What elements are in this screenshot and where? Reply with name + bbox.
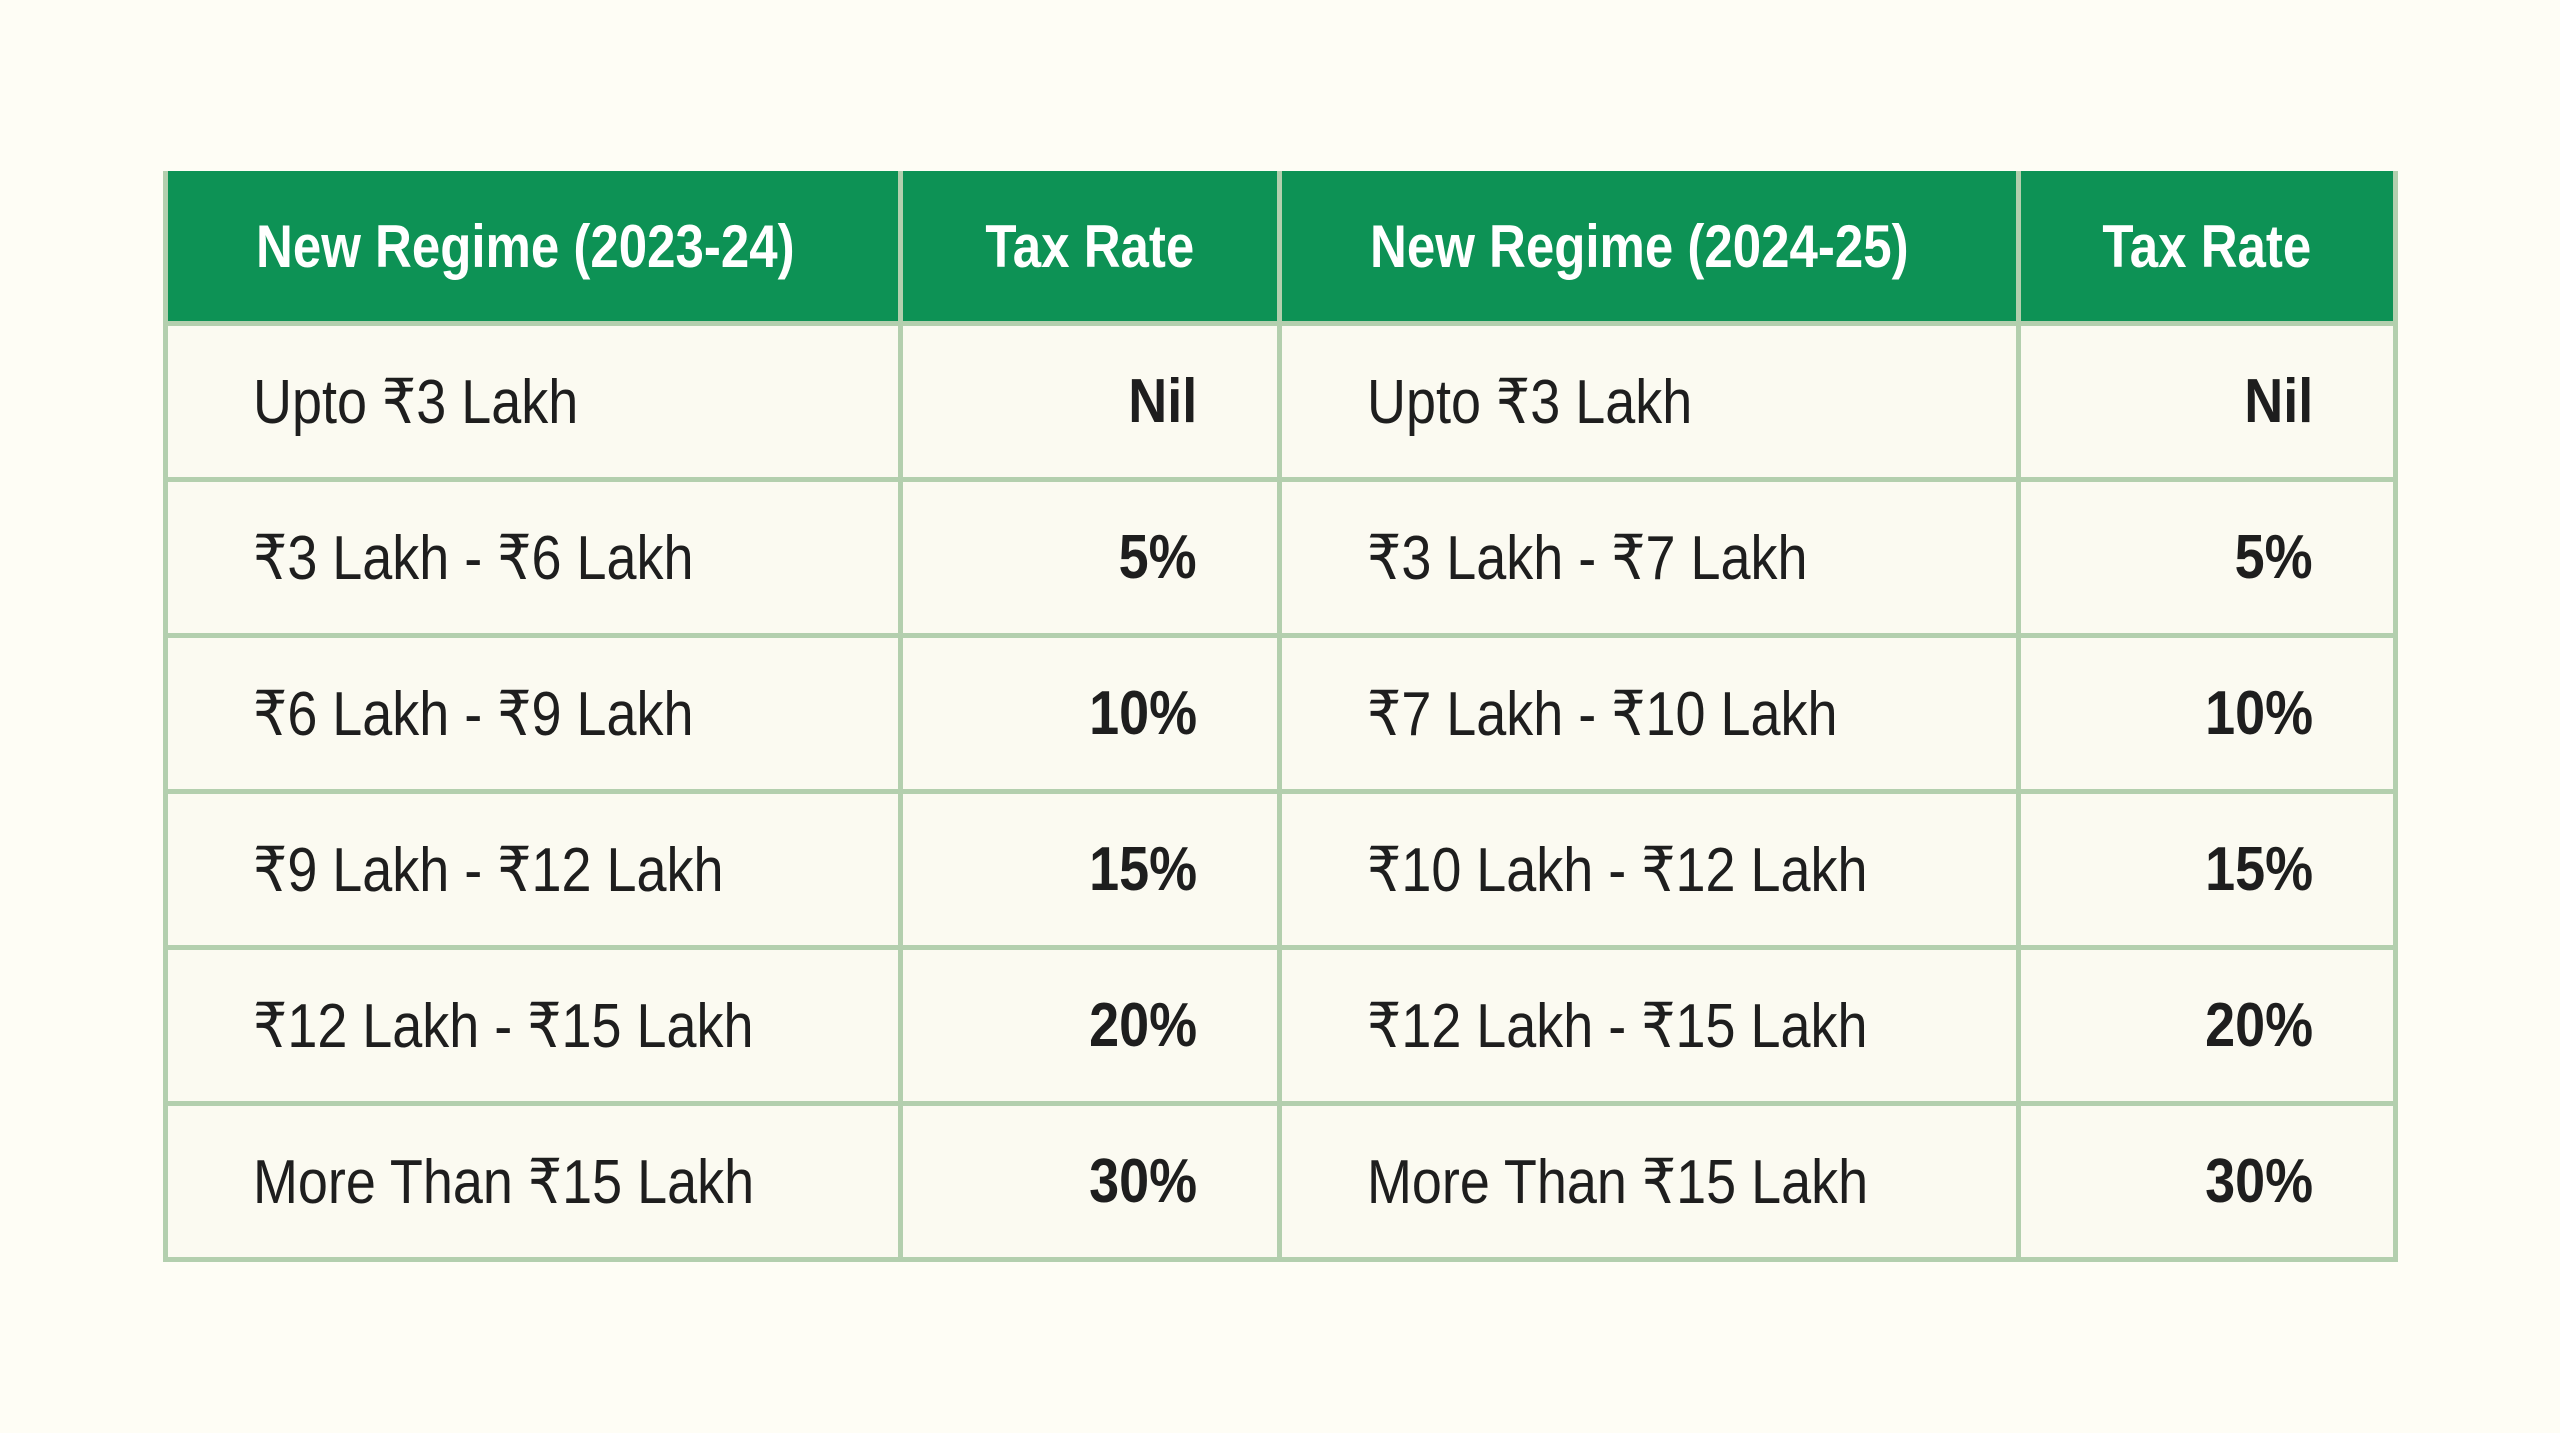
- rate-text: 15%: [1089, 835, 1197, 904]
- rate-cell-2024: 15%: [2021, 794, 2393, 945]
- header-label: Tax Rate: [2102, 212, 2312, 280]
- header-tax-rate-2024-25: Tax Rate: [2021, 171, 2393, 321]
- rate-cell-2024: Nil: [2021, 326, 2393, 477]
- rate-text: 10%: [1089, 679, 1197, 748]
- slab-text: ₹12 Lakh - ₹15 Lakh: [253, 992, 754, 1061]
- slab-text: Upto ₹3 Lakh: [253, 368, 579, 437]
- slab-cell-2024: ₹7 Lakh - ₹10 Lakh: [1282, 638, 2016, 789]
- rate-text: 20%: [2205, 991, 2313, 1060]
- slab-cell-2023: ₹6 Lakh - ₹9 Lakh: [168, 638, 898, 789]
- rate-cell-2024: 20%: [2021, 950, 2393, 1101]
- slab-cell-2023: ₹3 Lakh - ₹6 Lakh: [168, 482, 898, 633]
- slab-cell-2023: ₹9 Lakh - ₹12 Lakh: [168, 794, 898, 945]
- slab-text: ₹3 Lakh - ₹6 Lakh: [253, 524, 694, 593]
- slab-cell-2024: ₹12 Lakh - ₹15 Lakh: [1282, 950, 2016, 1101]
- slab-text: ₹6 Lakh - ₹9 Lakh: [253, 680, 694, 749]
- slab-cell-2023: ₹12 Lakh - ₹15 Lakh: [168, 950, 898, 1101]
- slab-cell-2024: Upto ₹3 Lakh: [1282, 326, 2016, 477]
- rate-text: 30%: [2205, 1147, 2313, 1216]
- slab-cell-2023: More Than ₹15 Lakh: [168, 1106, 898, 1257]
- rate-text: 10%: [2205, 679, 2313, 748]
- rate-cell-2023: 5%: [903, 482, 1277, 633]
- rate-text: 15%: [2205, 835, 2313, 904]
- slab-text: ₹3 Lakh - ₹7 Lakh: [1367, 524, 1808, 593]
- rate-cell-2024: 5%: [2021, 482, 2393, 633]
- rate-cell-2024: 30%: [2021, 1106, 2393, 1257]
- rate-text: 30%: [1089, 1147, 1197, 1216]
- rate-text: 5%: [2235, 523, 2313, 592]
- rate-cell-2023: 30%: [903, 1106, 1277, 1257]
- slab-text: Upto ₹3 Lakh: [1367, 368, 1693, 437]
- slab-text: ₹7 Lakh - ₹10 Lakh: [1367, 680, 1838, 749]
- slab-text: More Than ₹15 Lakh: [253, 1148, 755, 1217]
- rate-text: Nil: [2244, 367, 2313, 436]
- slab-cell-2024: ₹3 Lakh - ₹7 Lakh: [1282, 482, 2016, 633]
- slab-text: ₹9 Lakh - ₹12 Lakh: [253, 836, 724, 905]
- rate-text: Nil: [1128, 367, 1197, 436]
- header-new-regime-2024-25: New Regime (2024-25): [1282, 171, 2016, 321]
- header-label: New Regime (2024-25): [1370, 212, 1909, 280]
- slab-cell-2024: ₹10 Lakh - ₹12 Lakh: [1282, 794, 2016, 945]
- slab-text: ₹12 Lakh - ₹15 Lakh: [1367, 992, 1868, 1061]
- rate-cell-2023: 15%: [903, 794, 1277, 945]
- header-label: Tax Rate: [985, 212, 1195, 280]
- rate-cell-2023: Nil: [903, 326, 1277, 477]
- rate-cell-2024: 10%: [2021, 638, 2393, 789]
- slab-cell-2023: Upto ₹3 Lakh: [168, 326, 898, 477]
- header-tax-rate-2023-24: Tax Rate: [903, 171, 1277, 321]
- header-label: New Regime (2023-24): [256, 212, 795, 280]
- rate-text: 5%: [1119, 523, 1197, 592]
- slab-cell-2024: More Than ₹15 Lakh: [1282, 1106, 2016, 1257]
- tax-comparison-table: New Regime (2023-24) Tax Rate New Regime…: [163, 171, 2398, 1262]
- header-new-regime-2023-24: New Regime (2023-24): [168, 171, 898, 321]
- rate-cell-2023: 20%: [903, 950, 1277, 1101]
- slab-text: More Than ₹15 Lakh: [1367, 1148, 1869, 1217]
- slab-text: ₹10 Lakh - ₹12 Lakh: [1367, 836, 1868, 905]
- rate-cell-2023: 10%: [903, 638, 1277, 789]
- rate-text: 20%: [1089, 991, 1197, 1060]
